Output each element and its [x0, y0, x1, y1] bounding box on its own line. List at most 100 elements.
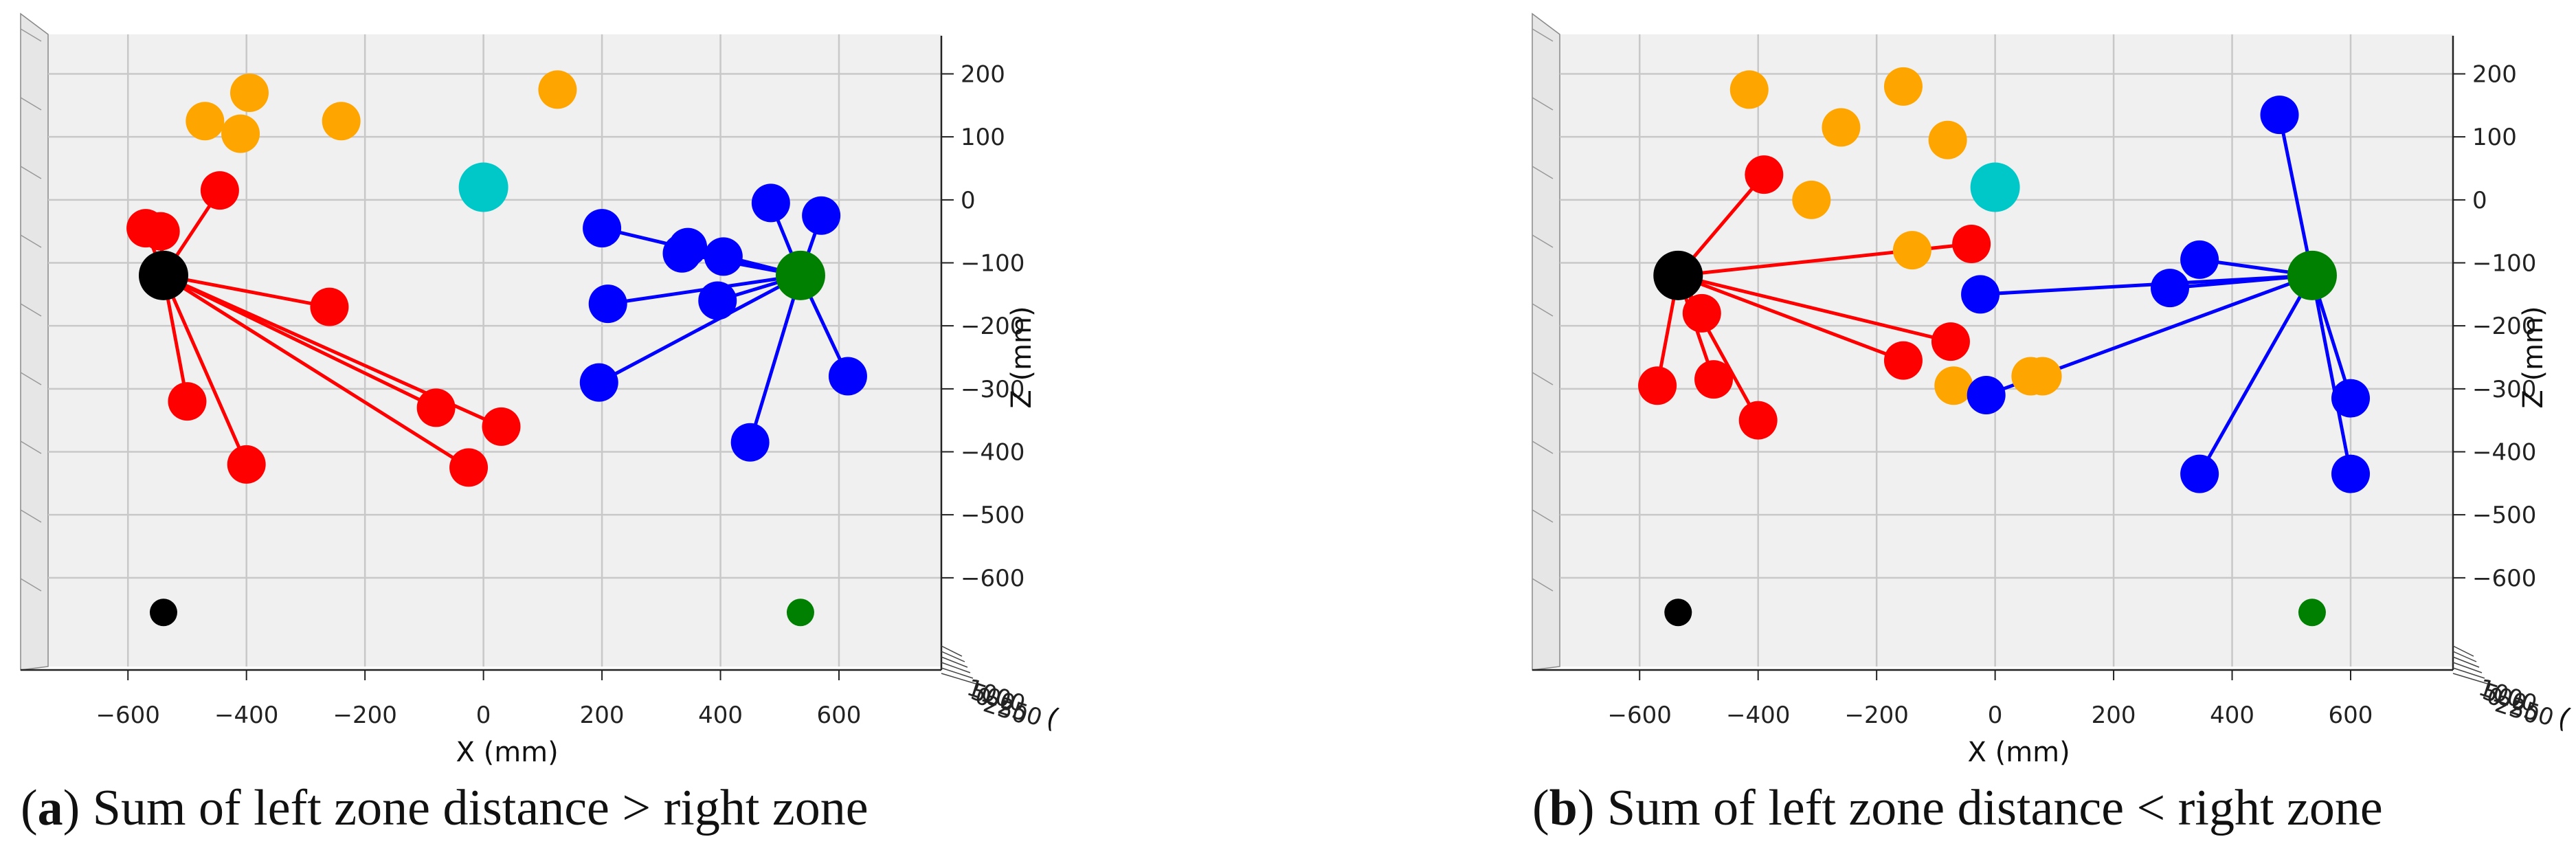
ground-point-right	[2298, 599, 2326, 627]
red-point	[482, 407, 521, 446]
depth-tick-mark	[2452, 656, 2480, 668]
x-tick-label: 200	[2092, 702, 2136, 729]
z-tick-label: −400	[961, 439, 1024, 467]
caption: (b) Sum of left zone distance < right zo…	[1532, 780, 2383, 836]
z-axis-label: Z (mm)	[2518, 306, 2549, 408]
pane-side-tick	[20, 28, 42, 42]
depth-tick-mark	[2452, 645, 2474, 657]
z-tick-label: −100	[961, 250, 1024, 278]
right-anchor-point	[2287, 250, 2337, 300]
depth-tick-mark	[941, 656, 968, 668]
blue-point	[2331, 454, 2371, 493]
blue-point	[802, 196, 841, 235]
x-tick-label: −600	[96, 702, 160, 729]
plot-pane	[1560, 34, 2453, 667]
blue-link-line	[598, 273, 802, 384]
pane-side-tick	[1532, 166, 1554, 179]
red-point	[1952, 225, 1991, 263]
red-point	[1883, 341, 1923, 380]
depth-axis-label: (	[1042, 702, 1063, 735]
depth-tick-mark	[941, 667, 974, 679]
z-tick-label: 100	[961, 124, 1005, 151]
orange-point	[1892, 231, 1931, 270]
pane-side	[1532, 12, 1560, 671]
pane-side-tick	[1532, 440, 1554, 454]
pane-side-tick	[20, 440, 42, 454]
orange-point	[1822, 108, 1861, 147]
x-axis-label: X (mm)	[1967, 737, 2070, 768]
pane-side-tick	[20, 578, 42, 592]
depth-tick-mark	[941, 651, 965, 662]
pane-side-tick	[1532, 234, 1554, 248]
depth-tick-mark	[2452, 662, 2483, 673]
pane-side-tick	[20, 234, 42, 248]
red-link-line	[161, 274, 248, 465]
ground-point-left	[149, 599, 177, 627]
blue-point	[2331, 379, 2371, 418]
x-tick-label: 400	[2210, 702, 2254, 729]
blue-point	[583, 209, 622, 248]
orange-point	[1883, 67, 1923, 106]
caption-paren-open: (	[1532, 780, 1549, 836]
x-tick-label: 600	[817, 702, 862, 729]
caption-paren-open: (	[21, 780, 38, 836]
z-tick-label: −300	[961, 376, 1024, 403]
x-tick-label: −600	[1608, 702, 1672, 729]
red-point	[1638, 366, 1677, 405]
red-point	[1682, 293, 1721, 333]
right-anchor-point	[775, 250, 825, 300]
blue-point	[662, 234, 702, 273]
orange-point	[1729, 70, 1769, 109]
pane-side-tick	[20, 372, 42, 385]
blue-point	[2151, 269, 2190, 308]
red-point	[227, 445, 266, 484]
z-axis-label: Z (mm)	[1006, 306, 1038, 408]
red-point	[200, 171, 239, 210]
left-anchor-point	[138, 250, 188, 300]
pane-side-tick	[1532, 97, 1554, 111]
ground-point-left	[1664, 599, 1692, 627]
blue-link-line	[1980, 273, 2313, 296]
z-tick-label: −400	[2472, 439, 2536, 467]
orange-point	[538, 70, 577, 109]
blue-point	[588, 284, 627, 324]
orange-point	[1928, 120, 1967, 159]
caption-text: ) Sum of left zone distance < right zone	[1578, 780, 2383, 836]
x-tick-label: 400	[698, 702, 743, 729]
orange-point	[221, 114, 260, 153]
blue-point	[2260, 96, 2299, 135]
caption: (a) Sum of left zone distance > right zo…	[21, 780, 869, 836]
red-link-line	[1677, 273, 1904, 362]
blue-point	[2180, 240, 2219, 279]
red-point	[1738, 401, 1778, 440]
orange-point	[1934, 366, 1973, 405]
panel-a: −600 −400 −200 0 200 400 600 X (mm) 200 100 0 −100 −…	[20, 12, 1063, 836]
x-tick-label: 0	[1988, 702, 2003, 729]
pane-side-tick	[20, 509, 42, 523]
red-link-line	[1677, 273, 1951, 344]
caption-letter: a	[38, 780, 63, 836]
blue-point	[704, 237, 743, 276]
depth-tick-mark	[2452, 667, 2485, 679]
red-point	[1931, 322, 1970, 361]
depth-tick-mark	[941, 662, 971, 673]
depth-axis-label: (	[2554, 702, 2575, 735]
red-point	[449, 448, 489, 487]
z-tick-label: −300	[2472, 376, 2536, 403]
x-tick-label: 600	[2329, 702, 2373, 729]
caption-text: ) Sum of left zone distance > right zone	[63, 780, 869, 836]
z-tick-label: −500	[2472, 502, 2536, 529]
blue-link-line	[748, 275, 803, 443]
pane-side-tick	[1532, 578, 1554, 592]
z-tick-label: −200	[961, 313, 1024, 340]
pane-side-tick	[1532, 372, 1554, 385]
blue-point	[1967, 376, 2006, 414]
pane-side-tick	[1532, 509, 1554, 523]
x-tick-label: −400	[214, 702, 278, 729]
z-tick-label: 200	[961, 61, 1005, 89]
ground-point-right	[786, 599, 814, 627]
left-anchor-point	[1653, 250, 1703, 300]
blue-point	[579, 363, 618, 402]
orange-point	[230, 74, 269, 112]
